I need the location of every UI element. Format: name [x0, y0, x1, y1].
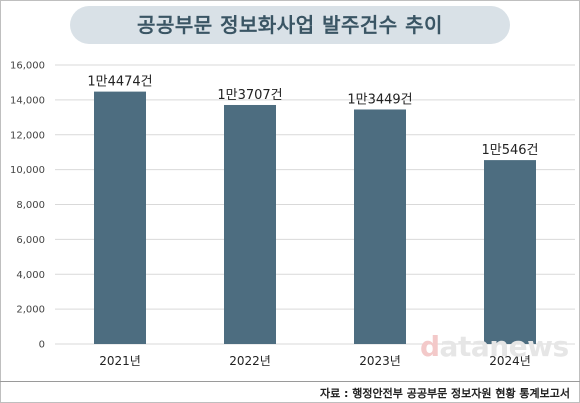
watermark-logo: datanews: [420, 330, 569, 363]
bars: [94, 91, 536, 345]
y-tick-label: 16,000: [10, 61, 45, 72]
title-background: [70, 6, 510, 44]
x-tick-label: 2024년: [489, 354, 531, 368]
data-label: 1만4474건: [87, 75, 152, 90]
chart-title: 공공부문 정보화사업 발주건수 추이: [137, 13, 443, 37]
watermark-prefix: d: [420, 330, 440, 363]
bar-2023년: [354, 109, 406, 344]
x-tick-label: 2021년: [99, 354, 141, 368]
x-tick-label: 2022년: [229, 354, 271, 368]
data-label: 1만3449건: [347, 92, 412, 107]
y-tick-label: 8,000: [16, 200, 45, 211]
data-label: 1만3707건: [217, 88, 282, 103]
y-tick-label: 14,000: [10, 95, 45, 106]
y-tick-label: 0: [39, 340, 45, 351]
source-divider: [0, 381, 580, 382]
y-tick-label: 2,000: [16, 305, 45, 316]
bar-chart: 0 2,000 4,000 6,000 8,000 10,000 12,000 14,000 1…: [10, 61, 575, 368]
data-label: 1만546건: [481, 143, 538, 158]
bar-2024년: [484, 160, 536, 344]
y-axis-ticks: 0 2,000 4,000 6,000 8,000 10,000 12,000 14,000 1…: [10, 61, 45, 351]
bar-2021년: [94, 91, 146, 345]
x-axis-ticks: 2021년 2022년 2023년 2024년: [99, 354, 531, 368]
y-tick-label: 10,000: [10, 165, 45, 176]
data-labels: 1만4474건 1만3707건 1만3449건 1만546건: [87, 75, 538, 158]
x-tick-label: 2023년: [359, 354, 401, 368]
y-tick-label: 6,000: [16, 235, 45, 246]
y-tick-label: 12,000: [10, 130, 45, 141]
bar-2022년: [224, 104, 276, 344]
source-note: 자료 : 행정안전부 공공부문 정보자원 현황 통계보고서: [319, 387, 570, 400]
y-tick-label: 4,000: [16, 270, 45, 281]
watermark-rest: atanews: [439, 330, 570, 363]
